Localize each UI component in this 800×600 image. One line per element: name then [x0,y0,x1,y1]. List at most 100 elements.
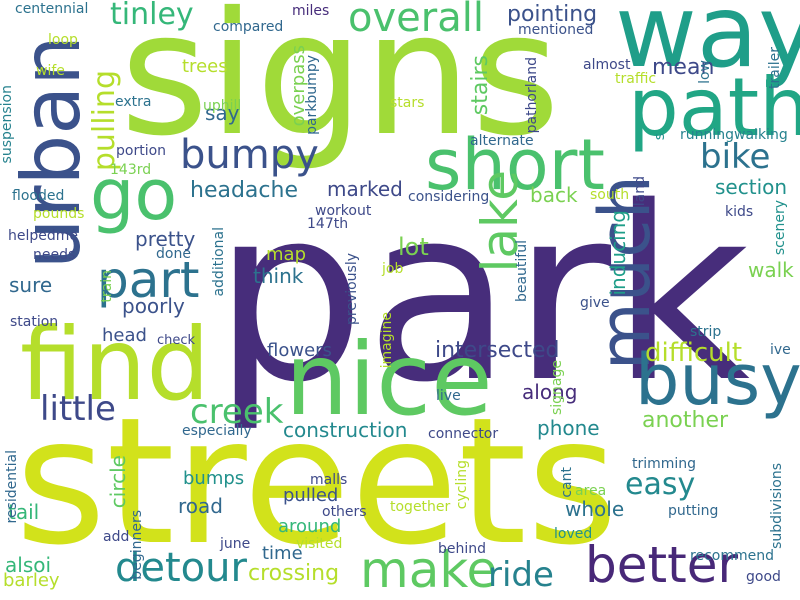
cloud-word: extra [115,94,152,110]
cloud-word: stars [390,95,425,111]
cloud-word: imagine [379,312,395,369]
cloud-word: think [253,264,304,288]
cloud-word: go [90,154,178,236]
cloud-word: recommend [690,548,774,564]
cloud-word: inducing [606,210,630,296]
cloud-word: signs [120,0,561,174]
cloud-word: way [615,0,800,90]
cloud-word: sure [9,273,53,297]
cloud-word: centennial [15,1,89,17]
cloud-word: bumps [183,468,245,489]
cloud-word: flowers [267,340,332,361]
cloud-word: land [632,176,648,207]
cloud-word: back [530,183,578,207]
cloud-word: june [220,536,251,552]
cloud-word: path [628,61,800,154]
cloud-word: section [715,175,788,199]
cloud-word: marked [327,177,403,201]
cloud-word: connector [428,426,499,442]
cloud-word: miles [292,3,330,19]
cloud-word: bumpy [180,132,319,178]
cloud-word: nice [285,321,493,438]
cloud-word: tinley [110,0,194,32]
cloud-word: subdivisions [769,463,785,549]
cloud-word: give [580,295,610,311]
cloud-word: job [382,261,404,277]
cloud-word: along [522,380,578,404]
cloud-word: portion [116,143,167,159]
cloud-word: putting [668,503,719,519]
cloud-word: strip [690,324,722,340]
cloud-word: others [322,504,367,520]
cloud-word: head [102,325,147,346]
cloud-word: ive [770,342,791,358]
cloud-word: lot [398,233,429,261]
cloud-word: streets [15,381,619,584]
cloud-word: done [156,246,191,262]
cloud-word: live [436,388,461,404]
cloud-word: overall [348,0,484,41]
cloud-word: beginners [129,510,145,580]
cloud-word: whole [565,497,625,521]
cloud-word: pretty [135,227,196,251]
cloud-word: trimming [632,456,697,472]
cloud-word: walk [748,258,794,282]
cloud-word: compared [213,19,284,35]
cloud-word: station [10,314,59,330]
cloud-word: flooded [12,188,65,204]
cloud-word: cycling [454,460,470,510]
cloud-word: check [157,333,196,348]
cloud-word: area [575,483,607,499]
cloud-word: busy [635,339,800,421]
cloud-word: barley [3,570,60,591]
cloud-word: tail [8,500,40,524]
cloud-word: intersected [435,338,560,363]
cloud-word: low [697,60,713,84]
cloud-word: s [652,133,668,141]
cloud-word: 143rd [110,162,152,178]
cloud-word: poorly [122,294,185,318]
cloud-word: around [278,516,342,537]
cloud-word: circle [106,455,130,509]
cloud-word: signage [549,360,565,416]
cloud-word: detour [115,545,247,591]
cloud-word: phone [537,416,600,440]
cloud-word: parkbumpy [304,55,320,135]
cloud-word: short [425,124,605,206]
cloud-word: trailer [767,47,783,89]
cloud-word: especially [182,423,252,439]
cloud-word: make [360,541,498,599]
cloud-word: scenery [772,200,788,256]
cloud-word: beautiful [514,240,530,303]
cloud-word: ride [488,555,554,595]
cloud-word: uphill [203,98,242,114]
cloud-word: alsoi [5,553,52,577]
cloud-word: south [590,187,630,203]
cloud-word: alternate [470,133,534,149]
cloud-word: easy [625,467,696,502]
cloud-word: needs [33,247,76,263]
cloud-word: traffic [615,71,657,87]
cloud-word: park [213,155,751,435]
cloud-word: behind [438,541,487,557]
cloud-word: say [205,101,240,125]
cloud-word: workout [315,203,372,219]
cloud-word: loved [554,526,593,542]
cloud-word: bike [700,137,771,177]
cloud-word: wife [36,63,65,79]
cloud-word: train [99,270,115,303]
cloud-word: crossing [248,561,340,586]
cloud-word: headache [190,178,298,203]
cloud-word: suspension [0,85,15,164]
cloud-word: road [178,494,223,518]
cloud-word: difficult [645,338,743,368]
cloud-word: stairs [468,55,493,116]
cloud-word: part [97,251,200,309]
cloud-word: runningwalking [680,127,788,143]
cloud-word: pulled [283,485,339,506]
cloud-word: add [103,529,130,545]
cloud-word: construction [283,418,408,442]
cloud-word: helpedme [8,228,79,244]
cloud-word: creek [190,392,284,432]
